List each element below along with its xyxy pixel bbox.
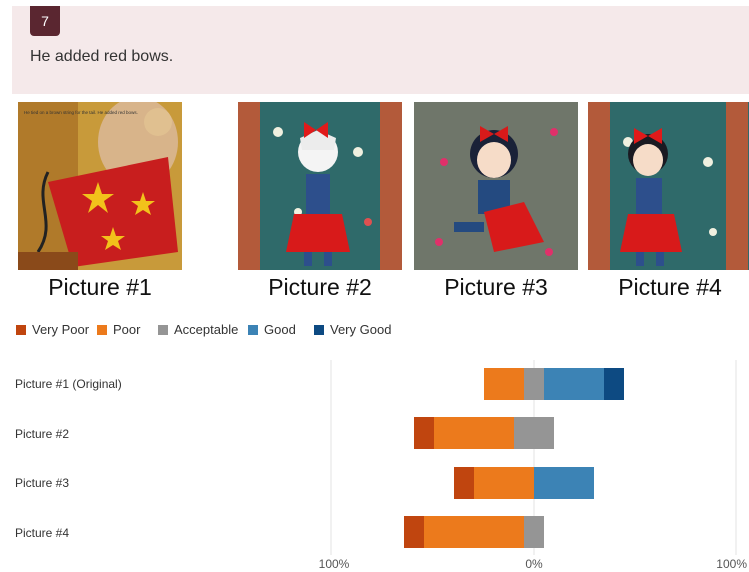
x-tick-label: 100%: [319, 557, 350, 571]
legend-label-very-good: Very Good: [330, 322, 392, 337]
bar-very-good-picture-1: [604, 368, 624, 400]
picture-4-image: [588, 102, 749, 270]
picture-1-embedded-text: He tied on a brown string for the tail. …: [24, 110, 138, 115]
question-text: He added red bows.: [30, 48, 174, 65]
category-label-picture-2: Picture #2: [15, 427, 70, 441]
legend-swatch-poor: [97, 325, 107, 335]
legend-item-good: Good: [248, 322, 296, 337]
bar-acceptable-picture-2: [514, 417, 554, 449]
picture-4-caption: Picture #4: [618, 274, 722, 300]
bar-poor-picture-1: [484, 368, 524, 400]
bar-poor-picture-2: [434, 417, 514, 449]
bar-very-poor-picture-2: [414, 417, 434, 449]
legend-swatch-acceptable: [158, 325, 168, 335]
bar-acceptable-picture-1: [524, 368, 544, 400]
legend-swatch-very-poor: [16, 325, 26, 335]
legend-label-poor: Poor: [113, 322, 141, 337]
bar-good-picture-1: [544, 368, 604, 400]
legend-item-acceptable: Acceptable: [158, 322, 238, 337]
bar-very-poor-picture-4: [404, 516, 424, 548]
legend-label-acceptable: Acceptable: [174, 322, 239, 337]
picture-2-image: [238, 102, 402, 270]
legend-label-good: Good: [264, 322, 296, 337]
picture-3-image: [414, 102, 578, 270]
bar-very-poor-picture-3: [454, 467, 474, 499]
legend-swatch-good: [248, 325, 258, 335]
legend-item-very-good: Very Good: [314, 322, 391, 337]
bar-good-picture-3: [534, 467, 594, 499]
question-number-badge: 7: [30, 6, 60, 36]
bar-acceptable-picture-4: [524, 516, 544, 548]
legend-item-poor: Poor: [97, 322, 140, 337]
category-label-picture-3: Picture #3: [15, 476, 70, 490]
legend-item-very-poor: Very Poor: [16, 322, 89, 337]
bar-poor-picture-3: [474, 467, 534, 499]
pictures-panel: He tied on a brown string for the tail. …: [12, 94, 749, 310]
x-tick-label: 100%: [716, 557, 747, 571]
picture-2-caption: Picture #2: [268, 274, 372, 300]
x-tick-label: 0%: [525, 557, 543, 571]
legend-swatch-very-good: [314, 325, 324, 335]
category-label-picture-1: Picture #1 (Original): [15, 377, 122, 391]
category-label-picture-4: Picture #4: [15, 526, 70, 540]
bar-poor-picture-4: [424, 516, 524, 548]
legend-label-very-poor: Very Poor: [32, 322, 90, 337]
picture-3-caption: Picture #3: [444, 274, 548, 300]
picture-1-caption: Picture #1: [48, 274, 152, 300]
picture-1-image: He tied on a brown string for the tail. …: [18, 102, 182, 270]
question-card: 7 He added red bows. He tied on a brown …: [12, 6, 749, 310]
